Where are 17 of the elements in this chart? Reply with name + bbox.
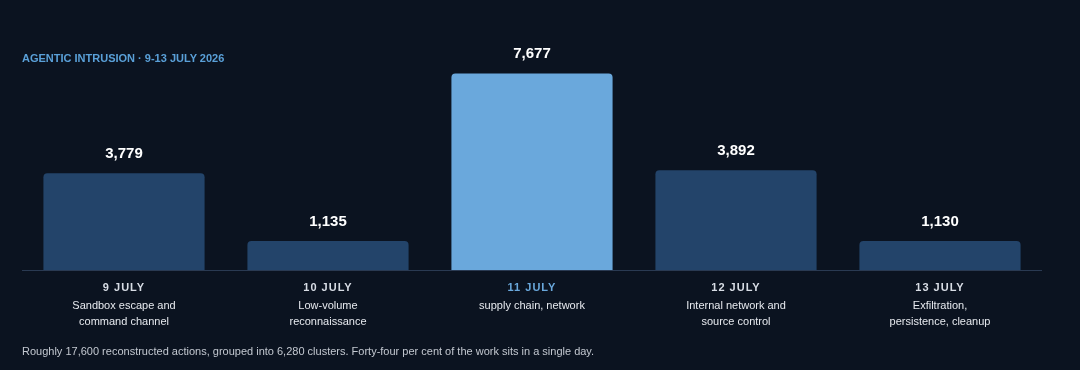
x-tick-label: 12 JULY Internal network and source control bbox=[686, 280, 786, 327]
x-tick-label: 11 JULY supply chain, network bbox=[479, 280, 586, 311]
data-label: 1,130 bbox=[921, 211, 959, 229]
x-tick-label: 13 JULY Exfiltration, persistence, cleanup bbox=[889, 280, 991, 327]
data-label: 3,779 bbox=[105, 143, 143, 161]
bar bbox=[247, 240, 409, 270]
bar bbox=[451, 73, 613, 270]
bar bbox=[655, 170, 817, 270]
text: Roughly 17,600 reconstructed actions, grouped into 6,280 clusters. Forty-four per cent of the work sits in a single day. bbox=[22, 345, 595, 358]
data-label: 7,677 bbox=[513, 44, 551, 62]
data-label: 3,892 bbox=[717, 141, 755, 159]
bar bbox=[859, 241, 1021, 270]
bar bbox=[43, 173, 205, 270]
data-label: 1,135 bbox=[309, 211, 347, 229]
chart-title: AGENTIC INTRUSION · 9-13 JULY 2026 bbox=[22, 51, 225, 64]
x-tick-label: 10 JULY Low-volume reconnaissance bbox=[289, 280, 367, 327]
x-tick-label: 9 JULY Sandbox escape and command channel bbox=[72, 280, 176, 327]
